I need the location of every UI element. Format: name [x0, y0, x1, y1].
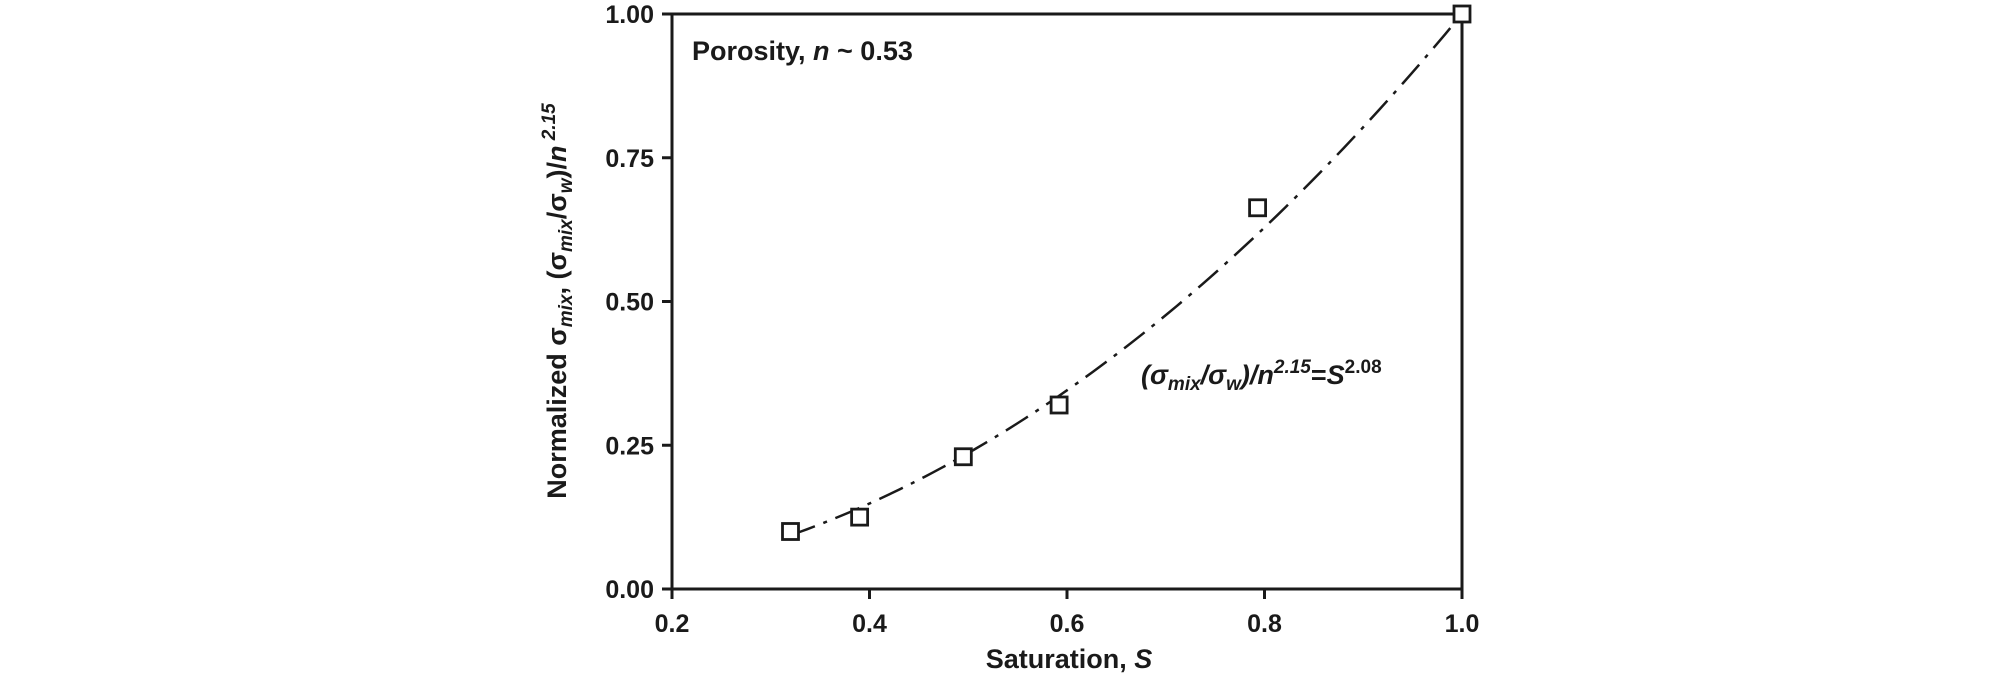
y-tick-label: 0.75 [605, 145, 654, 173]
x-tick-label: 0.8 [1247, 610, 1282, 638]
x-axis-title: Saturation, S [986, 644, 1153, 674]
y-tick-label: 0.50 [605, 289, 654, 317]
data-points [781, 4, 1472, 541]
y-ticks: 0.00 0.25 0.50 0.75 1.00 [605, 1, 672, 604]
data-point [1248, 198, 1267, 218]
data-point [850, 507, 870, 527]
fit-curve [790, 13, 1463, 537]
x-tick-label: 0.2 [655, 610, 690, 638]
y-tick-label: 0.00 [605, 576, 654, 604]
data-point [1452, 4, 1472, 24]
y-axis-title: Normalized σmix, (σmix/σw)/n 2.15 [539, 103, 577, 499]
x-tick-label: 0.4 [852, 610, 887, 638]
fit-equation-label: (σmix/σw)/n2.15=S2.08 [1141, 357, 1382, 395]
plot-frame [670, 12, 1464, 591]
data-point [953, 447, 973, 467]
y-tick-label: 0.25 [605, 432, 654, 460]
x-tick-label: 1.0 [1445, 610, 1480, 638]
data-point [781, 522, 800, 541]
x-tick-label: 0.6 [1050, 610, 1085, 638]
x-ticks: 0.2 0.4 0.6 0.8 1.0 [655, 589, 1480, 638]
data-point [1049, 395, 1069, 415]
y-tick-label: 1.00 [605, 1, 654, 29]
porosity-annotation: Porosity, n ~ 0.53 [692, 36, 913, 66]
